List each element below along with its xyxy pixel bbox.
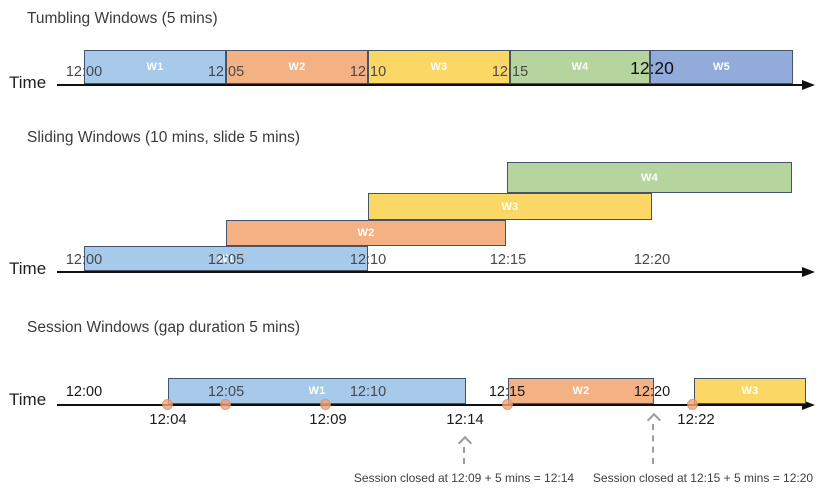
window-label: W2 xyxy=(357,227,375,239)
event-dot xyxy=(220,399,231,410)
tick-label: 12:10 xyxy=(349,384,387,400)
window-label: W5 xyxy=(712,61,731,73)
window-label: W2 xyxy=(572,385,590,397)
dashed-arrow-line xyxy=(652,424,654,464)
window-label: W1 xyxy=(308,385,326,397)
window-label: W3 xyxy=(501,200,519,213)
event-time-label: 12:09 xyxy=(309,411,347,428)
tumbling-window-bar-w2: W2 xyxy=(226,50,368,84)
tumbling-timeline xyxy=(57,84,804,86)
event-time-label: 12:22 xyxy=(677,411,715,428)
tick-label: 12:20 xyxy=(630,58,674,78)
tick-label: 12:15 xyxy=(491,64,529,80)
tick-label: 12:10 xyxy=(349,64,387,80)
tumbling-window-bar-w5: W5 xyxy=(650,50,793,84)
tick-label: 12:10 xyxy=(349,252,387,268)
tick-label: 12:05 xyxy=(207,64,245,80)
tick-label: 12:20 xyxy=(633,384,671,400)
window-label: W1 xyxy=(146,61,164,73)
tumbling-title: Tumbling Windows (5 mins) xyxy=(27,10,218,27)
sliding-title: Sliding Windows (10 mins, slide 5 mins) xyxy=(27,129,301,146)
session-axis-arrowhead-icon xyxy=(802,400,815,410)
session-window-bar-w3: W3 xyxy=(694,378,806,404)
arrow-up-icon xyxy=(457,435,473,451)
event-time-label: 12:04 xyxy=(149,411,187,428)
session-timeline xyxy=(57,404,804,406)
tick-label: 12:05 xyxy=(207,384,245,400)
sliding-timeline xyxy=(57,271,804,273)
tumbling-window-bar-w4: W4 xyxy=(510,50,650,84)
tick-label: 12:00 xyxy=(65,64,103,80)
event-dot xyxy=(162,399,173,410)
event-time-label: 12:14 xyxy=(446,411,484,428)
session-close-annotation: Session closed at 12:15 + 5 mins = 12:20 xyxy=(592,471,814,485)
tumbling-window-bar-w1: W1 xyxy=(84,50,226,84)
dashed-arrow-line xyxy=(463,447,465,464)
session-close-annotation: Session closed at 12:09 + 5 mins = 12:14 xyxy=(353,471,575,485)
tumbling-axis-arrowhead-icon xyxy=(802,80,815,90)
event-dot xyxy=(502,399,513,410)
session-title: Session Windows (gap duration 5 mins) xyxy=(27,319,301,336)
event-dot xyxy=(320,399,331,410)
sliding-window-bar-w4: W4 xyxy=(507,162,792,193)
sliding-axis-arrowhead-icon xyxy=(802,267,815,277)
arrow-up-icon xyxy=(646,412,662,428)
window-label: W4 xyxy=(571,61,589,73)
window-label: W3 xyxy=(741,385,759,397)
tick-label: 12:15 xyxy=(489,252,527,268)
window-label: W2 xyxy=(288,61,306,73)
tumbling-window-bar-w3: W3 xyxy=(368,50,510,84)
tick-label: 12:00 xyxy=(65,252,103,268)
window-label: W4 xyxy=(640,171,659,184)
tick-label: 12:20 xyxy=(633,252,671,268)
session-time-axis-label: Time xyxy=(9,390,47,409)
tick-label: 12:05 xyxy=(207,252,245,268)
sliding-window-bar-w1: W1 xyxy=(84,246,368,271)
window-label: W3 xyxy=(430,61,448,73)
tick-label: 12:00 xyxy=(65,384,103,400)
sliding-window-bar-w2: W2 xyxy=(226,220,506,246)
window-label: W1 xyxy=(217,252,235,265)
tumbling-time-axis-label: Time xyxy=(9,73,47,92)
tick-label: 12:15 xyxy=(488,384,526,400)
sliding-time-axis-label: Time xyxy=(9,259,47,278)
sliding-window-bar-w3: W3 xyxy=(368,193,652,220)
event-dot xyxy=(687,399,698,410)
session-window-bar-w1: W1 xyxy=(168,378,466,404)
session-window-bar-w2: W2 xyxy=(508,378,654,404)
